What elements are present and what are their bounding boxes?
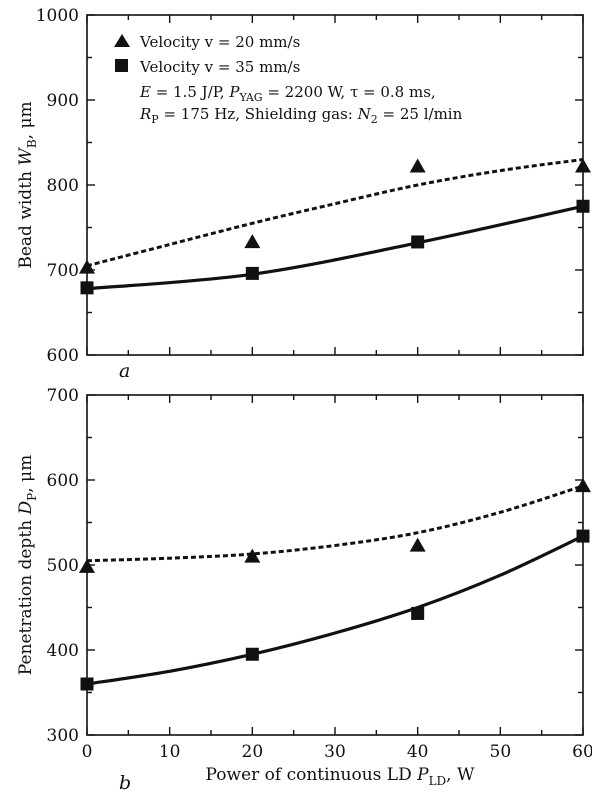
y-tick-label: 600 — [47, 471, 79, 491]
square-marker — [576, 199, 590, 213]
markers-a — [79, 158, 591, 295]
panel-b: 300 400 500 600 700 0 10 20 30 40 50 60 Penetratio… — [16, 386, 592, 793]
annotation-line-2: RP = 175 Hz, Shielding gas: N2 = 25 l/mi… — [139, 105, 463, 126]
x-tick-label: 10 — [159, 742, 181, 762]
y-axis-title-a: Bead width WB, μm — [16, 101, 39, 268]
triangle-marker — [409, 537, 426, 552]
x-tick-label: 0 — [82, 742, 93, 762]
square-marker — [80, 677, 94, 691]
legend-label-v35: Velocity v = 35 mm/s — [139, 58, 300, 76]
panel-label-b: b — [119, 772, 131, 793]
legend-a: Velocity v = 20 mm/s Velocity v = 35 mm/… — [114, 33, 463, 126]
square-marker — [411, 235, 425, 249]
square-marker — [576, 529, 590, 543]
y-tick-label: 800 — [47, 176, 79, 196]
panel-a: 600 700 800 900 1000 Bead width WB, μm Veloc… — [16, 6, 591, 382]
y-tick-label: 700 — [47, 261, 79, 281]
x-axis-b: 0 10 20 30 40 50 60 — [82, 395, 592, 762]
panel-label-a: a — [119, 360, 130, 382]
y-tick-label: 1000 — [36, 6, 79, 26]
annotation-line-1: E = 1.5 J/P, PYAG = 2200 W, τ = 0.8 ms, — [139, 83, 436, 104]
solid-fit-line — [86, 204, 584, 291]
legend-square-marker — [115, 59, 128, 72]
x-tick-label: 50 — [490, 742, 512, 762]
x-axis-a — [86, 15, 584, 355]
fit-lines-b — [86, 484, 584, 686]
triangle-marker — [575, 478, 591, 493]
triangle-marker — [79, 259, 95, 274]
y-tick-label: 300 — [47, 726, 79, 746]
triangle-marker — [409, 158, 426, 173]
x-tick-label: 30 — [324, 742, 346, 762]
markers-b — [79, 478, 591, 691]
y-tick-label: 900 — [47, 91, 79, 111]
triangle-marker — [244, 548, 261, 563]
y-axis-a: 600 700 800 900 1000 — [36, 6, 583, 366]
square-marker — [245, 647, 259, 661]
square-marker — [411, 606, 425, 620]
square-marker — [80, 281, 94, 295]
triangle-marker — [79, 558, 95, 573]
triangle-marker — [244, 234, 261, 249]
y-tick-label: 500 — [47, 556, 79, 576]
y-tick-label: 700 — [47, 386, 79, 406]
legend-label-v20: Velocity v = 20 mm/s — [139, 33, 300, 51]
x-tick-label: 40 — [407, 742, 429, 762]
y-axis-title-b: Penetration depth DP, μm — [16, 455, 39, 675]
dashed-fit-line — [86, 484, 584, 563]
x-tick-label: 60 — [572, 742, 592, 762]
solid-fit-line — [86, 534, 584, 686]
fit-lines-a — [86, 158, 584, 291]
y-axis-b: 300 400 500 600 700 — [47, 386, 583, 746]
dashed-fit-line — [86, 158, 584, 268]
legend-triangle-marker — [114, 34, 130, 47]
x-axis-title-b: Power of continuous LD PLD, W — [206, 765, 475, 788]
square-marker — [245, 266, 259, 280]
y-tick-label: 400 — [47, 641, 79, 661]
x-tick-label: 20 — [242, 742, 264, 762]
plot-frame-b — [86, 394, 584, 736]
triangle-marker — [575, 158, 591, 173]
y-tick-label: 600 — [47, 346, 79, 366]
